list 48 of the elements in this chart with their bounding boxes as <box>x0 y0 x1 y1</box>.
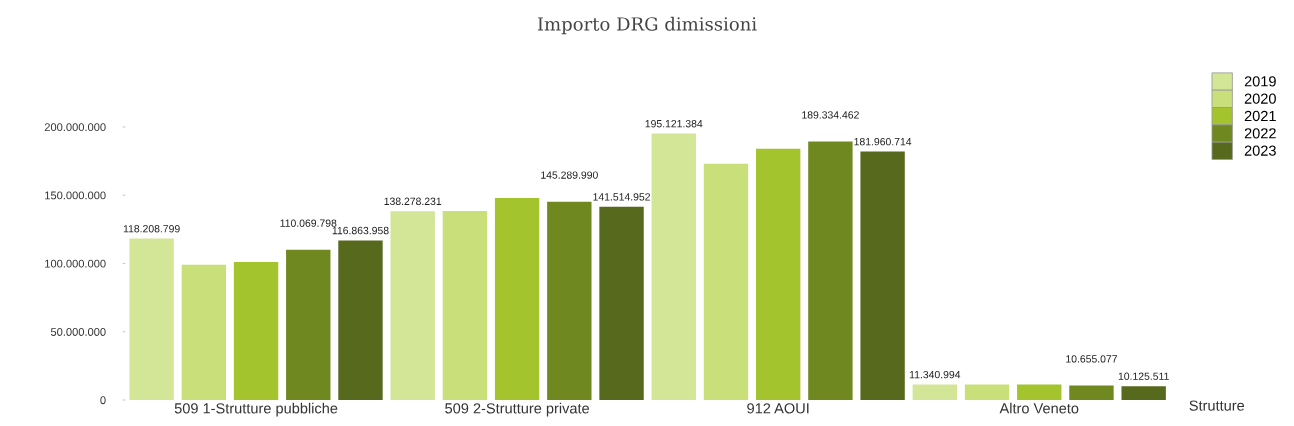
bar <box>547 201 592 401</box>
bar <box>1121 386 1166 401</box>
bar <box>1069 385 1114 401</box>
x-tick-label: Altro Veneto <box>999 402 1079 414</box>
y-tick-label: 100.000.000 <box>45 259 106 268</box>
bar <box>755 148 801 401</box>
bar <box>912 384 958 401</box>
bar <box>494 197 540 401</box>
bar <box>233 262 279 401</box>
y-tick-label: 0 <box>100 396 106 405</box>
data-label: 141.514.952 <box>593 193 650 201</box>
legend-label: 2022 <box>1244 128 1276 139</box>
legend-label: 2023 <box>1244 145 1276 156</box>
legend-label: 2020 <box>1244 93 1276 104</box>
data-label: 118.208.799 <box>123 225 180 233</box>
data-label: 116.863.958 <box>332 226 389 235</box>
x-tick-label: 509 1-Strutture pubbliche <box>174 402 338 417</box>
data-label: 145.289.990 <box>541 171 598 179</box>
bar <box>651 133 696 401</box>
bar <box>181 264 227 401</box>
bar <box>599 206 644 401</box>
data-label: 11.340.994 <box>909 370 961 379</box>
data-label: 195.121.384 <box>645 120 703 128</box>
x-tick-label: 509 2-Strutture private <box>445 402 590 417</box>
bar <box>442 210 488 401</box>
y-tick-label: 200.000.000 <box>44 123 106 132</box>
data-label: 110.069.798 <box>280 219 337 227</box>
bar <box>338 240 383 401</box>
bar <box>390 211 435 401</box>
legend-label: 2019 <box>1244 76 1276 87</box>
bar <box>860 151 905 401</box>
bar <box>129 238 174 401</box>
data-label: 189.334.462 <box>802 111 859 119</box>
y-tick-label: 50.000.000 <box>50 328 106 336</box>
bar <box>964 384 1010 401</box>
legend-label: 2021 <box>1244 110 1276 122</box>
bar <box>286 249 331 401</box>
x-tick-label: 912 AOUI <box>747 403 809 414</box>
data-label: 138.278.231 <box>384 197 442 205</box>
data-label: 10.125.511 <box>1118 372 1169 380</box>
bar <box>808 141 853 401</box>
data-label: 10.655.077 <box>1066 355 1117 363</box>
bar <box>703 163 749 401</box>
x-axis-title: Strutture <box>1189 400 1245 411</box>
chart-title: Importo DRG dimissioni <box>537 16 757 35</box>
data-label: 181.960.714 <box>854 137 912 146</box>
bar <box>1017 384 1062 401</box>
y-tick-label: 150.000.000 <box>45 191 106 200</box>
